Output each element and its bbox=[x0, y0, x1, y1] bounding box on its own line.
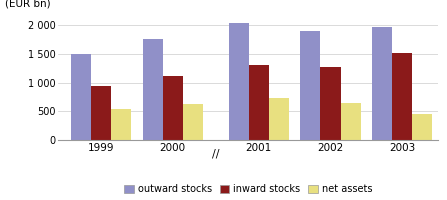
Bar bbox=[163, 76, 183, 140]
Legend: outward stocks, inward stocks, net assets: outward stocks, inward stocks, net asset… bbox=[120, 180, 376, 198]
Bar bbox=[183, 104, 203, 140]
Bar bbox=[269, 98, 289, 140]
Bar bbox=[91, 86, 111, 140]
Bar bbox=[412, 114, 432, 140]
Bar bbox=[392, 53, 412, 140]
Bar bbox=[111, 108, 131, 140]
Bar bbox=[320, 67, 341, 140]
Bar bbox=[341, 103, 361, 140]
Bar bbox=[249, 65, 269, 140]
Bar bbox=[300, 31, 320, 140]
Bar bbox=[71, 54, 91, 140]
Bar bbox=[372, 27, 392, 140]
Text: (EUR bn): (EUR bn) bbox=[5, 0, 51, 9]
Bar bbox=[143, 39, 163, 140]
Bar bbox=[229, 23, 249, 140]
Text: //: // bbox=[212, 148, 219, 158]
